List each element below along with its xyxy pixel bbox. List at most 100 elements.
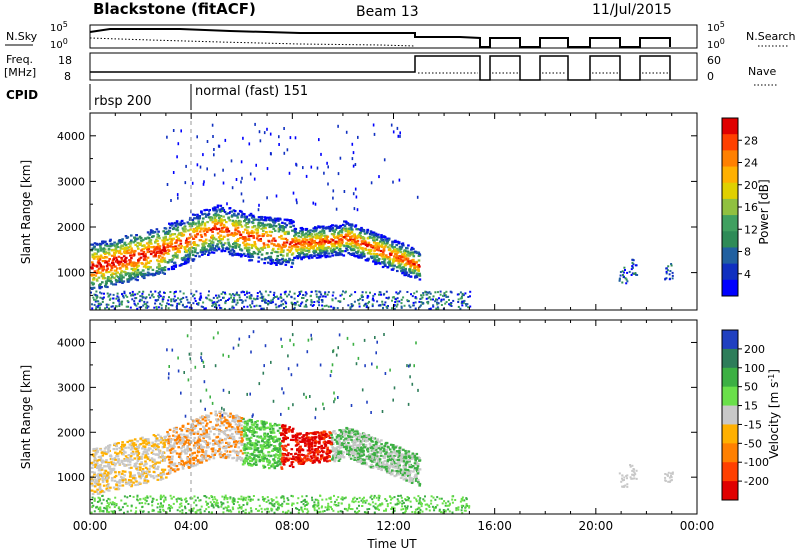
power-cell: [665, 272, 668, 275]
velocity-cell: [147, 456, 150, 459]
power-cell: [221, 219, 225, 222]
power-cell: [398, 178, 401, 182]
power-cell: [409, 306, 412, 309]
power-cell: [120, 280, 123, 283]
velocity-cell: [141, 468, 145, 471]
velocity-cell: [181, 437, 185, 440]
power-cell: [355, 241, 358, 244]
power-cell: [177, 244, 181, 247]
power-cell: [216, 232, 220, 235]
velocity-cell: [100, 461, 104, 464]
power-cell: [443, 294, 446, 297]
power-cell: [619, 271, 622, 273]
power-cell: [191, 221, 195, 224]
power-cell: [104, 277, 107, 280]
power-cell: [124, 244, 128, 247]
power-cell: [351, 238, 355, 241]
velocity-cell: [413, 454, 417, 457]
power-cell: [164, 233, 167, 236]
power-cell: [425, 297, 428, 300]
velocity-cell: [244, 420, 247, 423]
power-cell: [415, 251, 418, 255]
power-cell: [204, 307, 207, 310]
power-cell: [395, 305, 398, 308]
power-cell: [623, 266, 626, 269]
power-cell: [243, 291, 245, 294]
power-cell: [134, 293, 137, 296]
velocity-cell: [159, 478, 162, 481]
velocity-cell: [161, 439, 165, 442]
velocity-cell: [310, 438, 314, 441]
power-cell: [377, 236, 381, 239]
power-cell: [147, 241, 151, 244]
power-cell: [351, 228, 354, 231]
velocity-cell: [333, 438, 337, 441]
power-cell: [243, 216, 246, 219]
power-cell: [135, 304, 138, 307]
power-cell: [97, 303, 100, 305]
power-cell: [349, 306, 352, 309]
power-cell: [160, 304, 163, 307]
power-cell: [420, 301, 423, 304]
velocity-cell: [171, 455, 174, 458]
power-cell: [142, 276, 146, 279]
power-cell: [400, 305, 403, 308]
power-cell: [296, 255, 299, 258]
power-cell: [359, 234, 362, 237]
power-cell: [150, 242, 153, 245]
power-cell: [137, 261, 140, 264]
power-cell: [217, 248, 221, 251]
velocity-cell: [371, 459, 375, 462]
power-cell: [145, 296, 148, 299]
velocity-cell: [333, 455, 337, 458]
power-cell: [98, 262, 101, 265]
power-colorbar-segment: [722, 215, 738, 232]
power-cell: [132, 241, 135, 244]
velocity-cell: [211, 439, 215, 442]
power-cell: [160, 269, 164, 272]
power-cell: [281, 261, 285, 264]
velocity-cell: [234, 440, 237, 443]
power-cell: [91, 263, 95, 266]
velocity-cell: [377, 455, 380, 458]
power-cell: [244, 224, 247, 227]
velocity-cell: [417, 463, 420, 466]
power-cell: [278, 244, 281, 247]
power-cell: [151, 268, 155, 271]
power-cell: [385, 254, 388, 257]
power-cell: [99, 283, 102, 286]
power-cell: [104, 280, 108, 283]
power-cell: [367, 258, 370, 261]
power-cell: [104, 259, 107, 263]
velocity-cell: [123, 443, 127, 446]
power-cell: [91, 261, 94, 264]
power-cell: [98, 306, 101, 309]
power-cell: [161, 300, 164, 303]
power-cell: [376, 246, 379, 249]
velocity-cell: [191, 465, 195, 468]
power-cell: [324, 295, 327, 298]
power-cell: [632, 259, 635, 262]
power-cell: [199, 233, 203, 237]
velocity-cell: [202, 446, 206, 449]
velocity-cell: [268, 443, 271, 446]
power-cell: [417, 264, 420, 267]
power-cell: [192, 243, 196, 246]
power-cell: [119, 246, 122, 249]
power-cell: [127, 277, 131, 280]
velocity-cell: [253, 422, 257, 425]
power-cell: [173, 261, 177, 264]
power-cell: [120, 256, 123, 260]
power-cell: [123, 241, 127, 244]
power-cell: [314, 241, 318, 245]
power-cell: [386, 241, 389, 244]
power-cell: [365, 232, 369, 235]
power-cell: [265, 301, 268, 304]
power-cell: [369, 245, 373, 248]
power-cell: [222, 230, 225, 233]
power-cell: [297, 251, 300, 254]
power-cell: [225, 229, 228, 232]
power-cell: [246, 292, 248, 295]
power-cell: [125, 267, 128, 270]
power-cell: [469, 305, 472, 308]
